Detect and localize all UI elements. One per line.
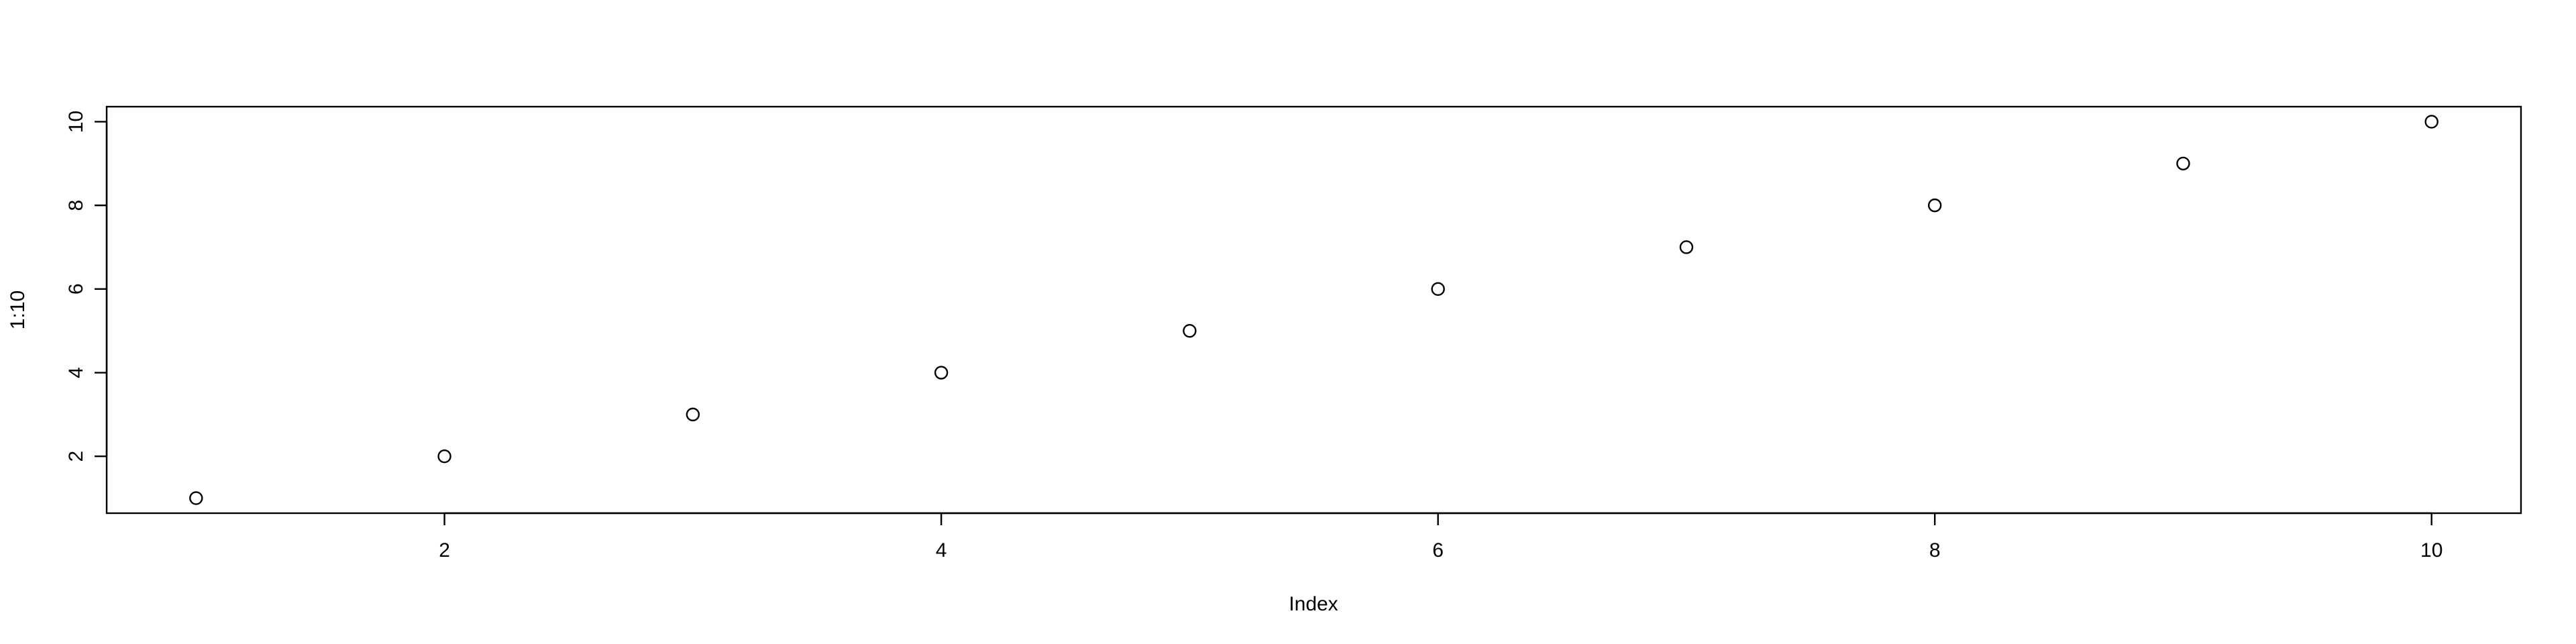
y-tick-label: 2 [65, 451, 87, 462]
data-point [437, 449, 451, 464]
data-point [1927, 198, 1942, 213]
x-tick-label: 10 [2420, 539, 2443, 561]
y-tick-label: 8 [65, 200, 87, 211]
data-point [1183, 323, 1197, 338]
x-tick-label: 8 [1929, 539, 1941, 561]
x-axis-title: Index [1289, 593, 1338, 615]
y-axis-title: 1:10 [7, 290, 29, 329]
data-point [934, 366, 949, 380]
x-tick-label: 2 [439, 539, 450, 561]
y-tick-label: 4 [65, 367, 87, 378]
data-points [189, 115, 2438, 505]
data-point [686, 407, 700, 422]
data-point [2424, 115, 2438, 129]
plot-frame [105, 105, 2522, 515]
data-point [1679, 240, 1694, 254]
x-tick-label: 4 [936, 539, 947, 561]
x-axis: 2 4 6 8 10 [439, 512, 2443, 561]
data-point [1431, 282, 1445, 297]
data-point [189, 491, 203, 505]
x-tick-label: 6 [1432, 539, 1444, 561]
y-axis: 2 4 6 8 10 [65, 111, 108, 462]
y-tick-label: 10 [65, 111, 87, 133]
data-point [2176, 156, 2190, 170]
y-tick-label: 6 [65, 283, 87, 294]
